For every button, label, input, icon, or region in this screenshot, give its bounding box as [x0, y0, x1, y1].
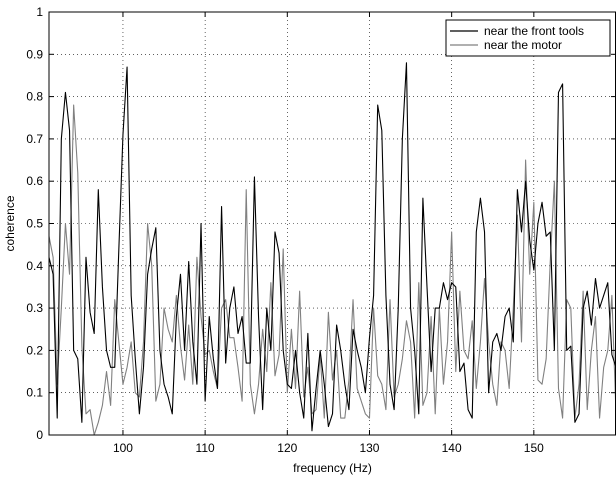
y-tick-label: 0	[36, 428, 43, 442]
y-tick-label: 0.8	[26, 90, 43, 104]
series-line-near-the-motor	[49, 104, 616, 435]
y-tick-label: 0.3	[26, 301, 43, 315]
ticks-layer: 100 110 120 130 140 150 0 0.1 0.2 0.3 0.4 0.5 0.6 0.7…	[26, 5, 616, 455]
y-tick-label: 0.2	[26, 343, 43, 357]
y-tick-label: 1	[36, 5, 43, 19]
series-line-near-the-front-tools	[49, 62, 616, 432]
y-tick-label: 0.9	[26, 47, 43, 61]
x-tick-label: 120	[277, 441, 297, 455]
y-axis-label: coherence	[3, 195, 17, 251]
legend-box	[445, 19, 611, 57]
y-tick-label: 0.6	[26, 174, 43, 188]
y-tick-label: 0.7	[26, 132, 43, 146]
x-tick-label: 110	[196, 441, 215, 455]
x-axis-label: frequency (Hz)	[293, 461, 372, 475]
y-tick-label: 0.1	[26, 386, 43, 400]
series-layer	[49, 62, 616, 435]
legend-label-near-the-front-tools: near the front tools	[484, 24, 584, 38]
x-tick-label: 100	[113, 441, 133, 455]
x-tick-label: 150	[524, 441, 544, 455]
legend-label-near-the-motor: near the motor	[484, 38, 562, 52]
y-tick-label: 0.4	[26, 259, 43, 273]
y-tick-label: 0.5	[26, 217, 43, 231]
x-tick-label: 140	[442, 441, 462, 455]
x-tick-label: 130	[359, 441, 379, 455]
